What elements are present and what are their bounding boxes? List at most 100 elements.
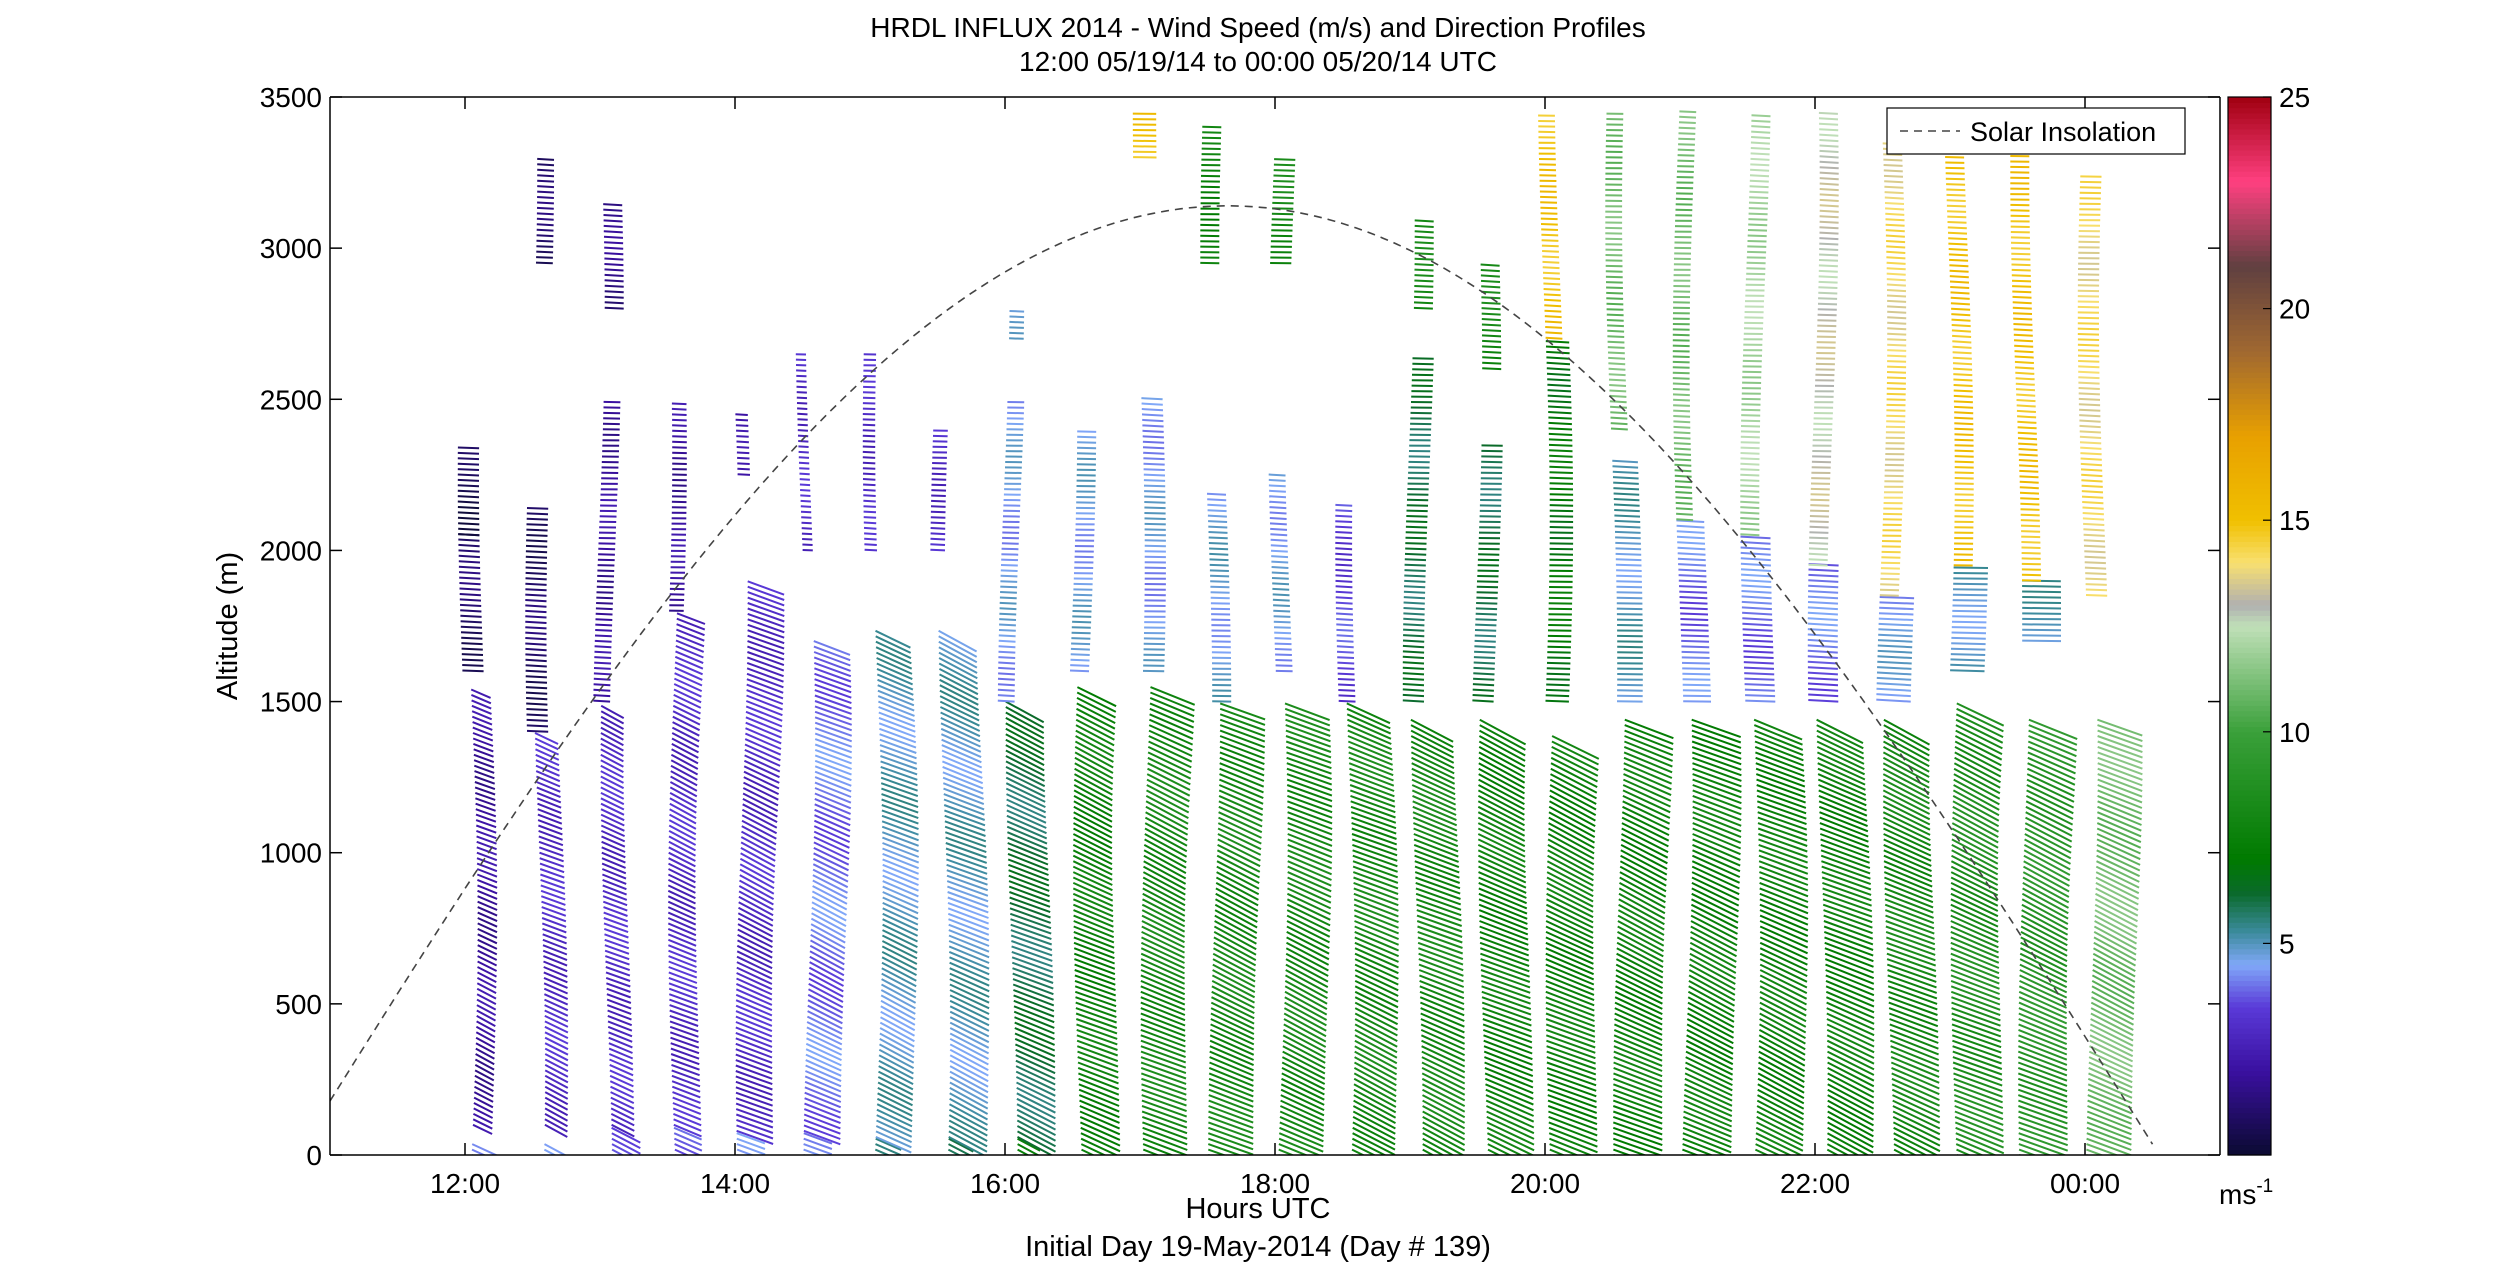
wind-vector bbox=[1287, 843, 1333, 864]
wind-vector bbox=[1353, 881, 1399, 901]
wind-vector bbox=[457, 484, 480, 488]
wind-vector bbox=[2024, 827, 2072, 854]
wind-vector bbox=[1354, 930, 1399, 952]
wind-vector bbox=[1351, 1137, 1387, 1155]
wind-vector bbox=[2019, 963, 2068, 989]
wind-vector bbox=[2094, 909, 2138, 934]
wind-vector bbox=[1411, 762, 1456, 785]
wind-vector bbox=[1009, 896, 1051, 914]
wind-vector bbox=[1887, 985, 1938, 1005]
x-axis-sublabel: Initial Day 19-May-2014 (Day # 139) bbox=[1025, 1231, 1491, 1263]
wind-vector bbox=[1754, 735, 1804, 757]
wind-vector bbox=[1759, 936, 1808, 960]
wind-vector bbox=[669, 792, 697, 809]
colorbar-band bbox=[2228, 1001, 2271, 1008]
wind-vector bbox=[1414, 860, 1460, 879]
wind-vector bbox=[667, 889, 696, 905]
wind-vector bbox=[2081, 473, 2103, 478]
wind-vector bbox=[1548, 405, 1572, 409]
colorbar-band bbox=[2228, 361, 2271, 368]
wind-vector bbox=[1215, 882, 1259, 907]
wind-vector bbox=[1883, 838, 1932, 862]
wind-vector bbox=[1742, 628, 1773, 632]
wind-vector bbox=[1879, 594, 1899, 597]
wind-vector bbox=[1952, 789, 2000, 817]
wind-vector bbox=[1421, 1077, 1466, 1102]
wind-vector bbox=[1216, 871, 1260, 896]
wind-vector bbox=[1615, 963, 1664, 989]
wind-vector bbox=[611, 1132, 641, 1149]
wind-vector bbox=[602, 884, 627, 896]
wind-vector bbox=[1354, 925, 1399, 946]
wind-vector bbox=[1691, 745, 1742, 766]
wind-vector bbox=[1545, 1001, 1595, 1022]
wind-vector bbox=[1951, 1034, 2002, 1054]
wind-vector bbox=[1675, 501, 1693, 505]
wind-vector bbox=[1476, 591, 1498, 594]
wind-vector bbox=[667, 911, 697, 926]
wind-vector bbox=[1079, 1115, 1121, 1136]
wind-vector bbox=[1283, 1023, 1327, 1048]
wind-vector bbox=[1141, 397, 1163, 401]
wind-vector bbox=[1351, 822, 1397, 840]
wind-vector bbox=[460, 614, 482, 618]
wind-vector bbox=[1402, 699, 1425, 703]
wind-vector bbox=[949, 1021, 990, 1044]
wind-vector bbox=[878, 706, 916, 723]
wind-vector bbox=[1353, 892, 1399, 912]
wind-vector bbox=[1142, 1143, 1175, 1155]
wind-vector bbox=[2018, 1115, 2068, 1136]
wind-vector bbox=[1017, 1148, 1030, 1155]
wind-vector bbox=[2097, 718, 2143, 737]
wind-vector bbox=[1207, 514, 1227, 518]
wind-vector bbox=[1954, 411, 1974, 415]
wind-vector bbox=[1079, 1110, 1120, 1130]
wind-profile-column bbox=[1069, 430, 1121, 1155]
wind-vector bbox=[862, 461, 876, 465]
wind-vector bbox=[1952, 1066, 2003, 1087]
wind-vector bbox=[1623, 756, 1673, 779]
wind-vector bbox=[736, 446, 750, 449]
wind-vector bbox=[1271, 566, 1289, 569]
wind-vector bbox=[736, 451, 750, 455]
wind-vector bbox=[1001, 553, 1019, 556]
wind-vector bbox=[882, 874, 919, 892]
wind-vector bbox=[1879, 588, 1900, 592]
wind-vector bbox=[1618, 903, 1665, 931]
wind-vector bbox=[1546, 372, 1571, 377]
wind-vector bbox=[1141, 402, 1163, 406]
wind-vector bbox=[1414, 290, 1434, 294]
wind-vector bbox=[1819, 248, 1839, 251]
wind-vector bbox=[668, 987, 698, 1000]
wind-vector bbox=[949, 1005, 990, 1027]
wind-vector bbox=[1073, 936, 1115, 954]
wind-vector bbox=[879, 1021, 915, 1043]
wind-vector bbox=[811, 901, 847, 922]
colorbar-band bbox=[2228, 1086, 2271, 1093]
wind-vector bbox=[1678, 143, 1695, 146]
wind-vector bbox=[945, 836, 987, 854]
wind-vector bbox=[1353, 898, 1399, 918]
wind-vector bbox=[1336, 650, 1354, 654]
wind-vector bbox=[2023, 849, 2071, 876]
wind-vector bbox=[1281, 1072, 1325, 1096]
colorbar-band bbox=[2228, 419, 2271, 426]
wind-vector bbox=[2016, 409, 2036, 413]
wind-vector bbox=[2011, 263, 2031, 267]
wind-vector bbox=[472, 721, 493, 731]
wind-vector bbox=[2078, 403, 2101, 407]
wind-vector bbox=[1888, 1001, 1939, 1022]
wind-vector bbox=[543, 982, 568, 995]
wind-vector bbox=[476, 857, 498, 867]
wind-vector bbox=[2018, 1018, 2068, 1040]
wind-vector bbox=[1614, 1001, 1663, 1026]
wind-vector bbox=[1685, 1050, 1734, 1076]
wind-vector bbox=[1076, 1028, 1118, 1046]
colorbar-band bbox=[2228, 144, 2271, 151]
wind-vector bbox=[948, 940, 990, 959]
wind-vector bbox=[1275, 659, 1293, 662]
wind-vector bbox=[1208, 1099, 1254, 1119]
wind-vector bbox=[1954, 1110, 2004, 1132]
wind-vector bbox=[1743, 661, 1774, 665]
wind-vector bbox=[1808, 699, 1839, 703]
